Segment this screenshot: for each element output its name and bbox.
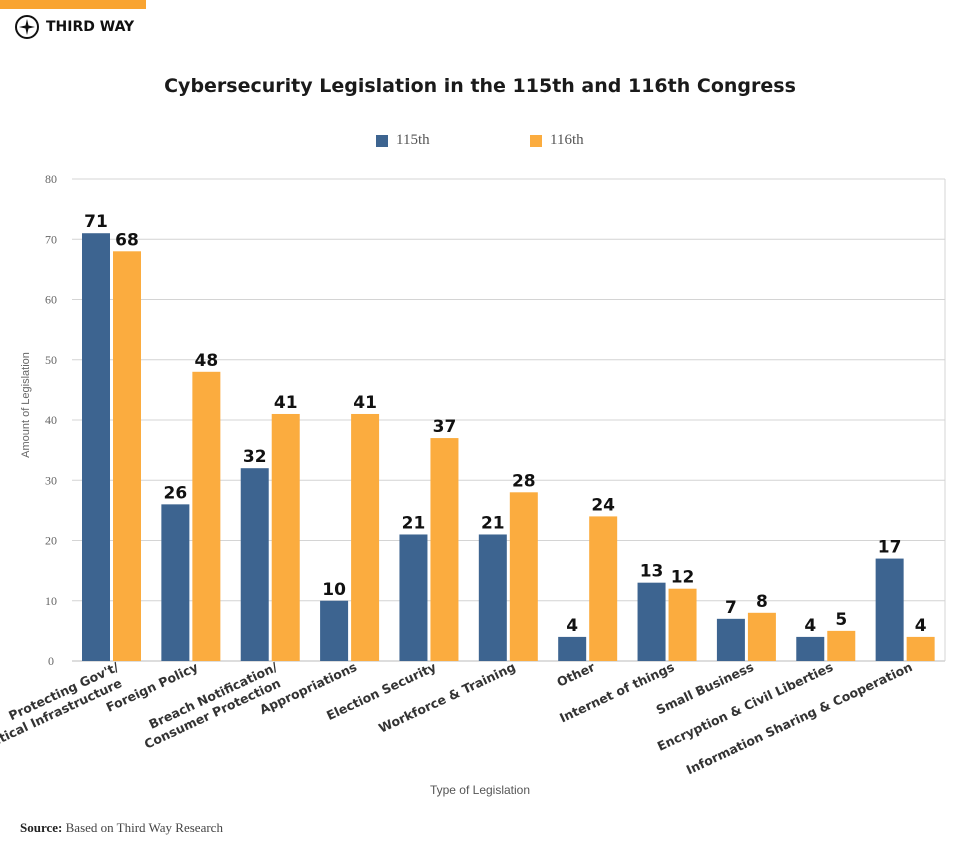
bar-116th <box>509 492 538 661</box>
bar-116th <box>430 438 459 661</box>
data-label: 71 <box>84 212 108 232</box>
y-tick-label: 50 <box>45 353 57 367</box>
bar-115th <box>558 636 587 661</box>
legend-label: 115th <box>396 132 430 148</box>
bar-115th <box>478 534 507 661</box>
bar-116th <box>192 371 221 661</box>
data-label: 4 <box>566 616 578 636</box>
source-text: Based on Third Way Research <box>65 820 223 835</box>
chart-title: Cybersecurity Legislation in the 115th a… <box>164 75 796 97</box>
y-tick-label: 70 <box>45 232 57 246</box>
y-tick-label: 40 <box>45 413 57 427</box>
data-label: 8 <box>756 592 768 612</box>
data-label: 41 <box>353 393 377 413</box>
data-label: 48 <box>195 351 219 371</box>
data-label: 13 <box>640 562 664 582</box>
y-axis-title: Amount of Legislation <box>20 352 32 458</box>
source-label: Source: <box>20 820 63 835</box>
data-label: 21 <box>481 513 505 533</box>
bar-116th <box>589 516 618 661</box>
bar-116th <box>906 636 935 661</box>
x-tick-label: Other <box>554 659 597 690</box>
data-label: 12 <box>671 568 695 588</box>
data-label: 68 <box>115 230 139 250</box>
brand-bar <box>0 0 146 9</box>
x-axis-title: Type of Legislation <box>430 783 530 797</box>
data-label: 10 <box>322 580 346 600</box>
data-label: 41 <box>274 393 298 413</box>
legend-item-115th: 115th <box>376 132 530 149</box>
x-tick-label: Workforce & Training <box>376 659 518 736</box>
legend-item-116th: 116th <box>530 132 684 149</box>
logo: THIRD WAY <box>14 14 134 40</box>
bar-116th <box>351 413 380 661</box>
y-tick-label: 20 <box>45 534 57 548</box>
source-note: Source: Based on Third Way Research <box>20 820 223 836</box>
bar-115th <box>320 600 349 661</box>
x-tick-label-line: Workforce & Training <box>376 659 518 736</box>
data-label: 24 <box>591 495 615 515</box>
data-label: 37 <box>433 417 457 437</box>
data-label: 17 <box>878 538 902 558</box>
bar-116th <box>747 612 776 661</box>
bar-115th <box>399 534 428 661</box>
bar-116th <box>271 413 300 661</box>
bar-115th <box>875 558 904 661</box>
data-label: 26 <box>164 483 188 503</box>
data-label: 5 <box>835 610 847 630</box>
bar-116th <box>668 588 697 661</box>
y-tick-label: 30 <box>45 473 57 487</box>
data-label: 4 <box>804 616 816 636</box>
y-tick-label: 80 <box>45 172 57 186</box>
data-label: 7 <box>725 598 737 618</box>
bar-115th <box>716 618 745 661</box>
data-label: 4 <box>915 616 927 636</box>
logo-text: THIRD WAY <box>46 19 135 35</box>
bar-115th <box>637 582 666 661</box>
data-label: 32 <box>243 447 267 467</box>
legend-swatch <box>376 134 388 147</box>
y-tick-label: 10 <box>45 594 57 608</box>
bar-115th <box>240 468 269 661</box>
data-label: 28 <box>512 471 536 491</box>
bar-115th <box>796 636 825 661</box>
data-label: 21 <box>402 513 426 533</box>
legend: 115th 116th <box>376 132 684 149</box>
bar-115th <box>161 504 190 661</box>
x-tick-label-line: Other <box>554 659 597 690</box>
y-tick-label: 60 <box>45 293 57 307</box>
compass-icon <box>15 15 39 39</box>
bar-116th <box>113 251 141 662</box>
bar-116th <box>827 630 856 661</box>
legend-swatch <box>530 134 542 147</box>
bar-115th <box>82 233 110 661</box>
y-tick-label: 0 <box>48 654 54 668</box>
legend-label: 116th <box>550 132 584 148</box>
